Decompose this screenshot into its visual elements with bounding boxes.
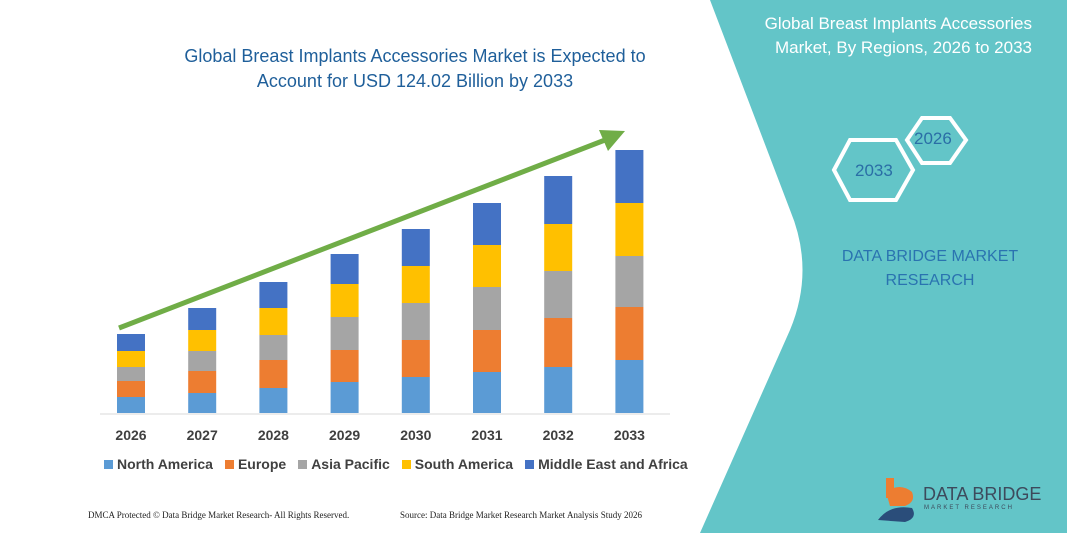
bar-segment-middle-east-and-africa xyxy=(117,334,145,351)
bar-segment-north-america xyxy=(544,367,573,413)
bar-segment-south-america xyxy=(473,245,501,287)
hex-2026 xyxy=(904,116,969,165)
bar-segment-middle-east-and-africa xyxy=(188,308,217,330)
x-tick-label: 2031 xyxy=(471,427,502,443)
bar-segment-asia-pacific xyxy=(615,256,644,307)
trend-arrow xyxy=(118,130,625,331)
x-tick-label: 2027 xyxy=(187,427,218,443)
bar-segment-asia-pacific xyxy=(544,271,573,318)
bar-segment-south-america xyxy=(259,308,288,335)
bar-segment-asia-pacific xyxy=(259,335,288,360)
footer-source: Source: Data Bridge Market Research Mark… xyxy=(400,510,642,520)
bar-segment-north-america xyxy=(330,382,359,413)
bar-segment-asia-pacific xyxy=(401,303,430,340)
legend-item: Europe xyxy=(224,456,287,472)
bar-segment-middle-east-and-africa xyxy=(330,254,359,284)
bar-segment-south-america xyxy=(615,203,644,256)
bar-segment-asia-pacific xyxy=(330,317,359,350)
legend-swatch xyxy=(224,459,234,469)
bar-segment-south-america xyxy=(188,330,217,351)
bar-segment-north-america xyxy=(188,393,217,413)
footer-copyright: DMCA Protected © Data Bridge Market Rese… xyxy=(88,510,350,520)
hex-2033 xyxy=(831,138,916,202)
bar-segment-south-america xyxy=(544,224,573,271)
logo-icon xyxy=(878,478,914,522)
bar-segment-north-america xyxy=(473,372,501,413)
bar-segment-middle-east-and-africa xyxy=(401,229,430,266)
bar-segment-europe xyxy=(117,381,145,397)
bar-segment-middle-east-and-africa xyxy=(544,176,573,224)
legend-swatch xyxy=(525,459,535,469)
bar-segment-europe xyxy=(473,330,501,372)
legend: North America Europe Asia Pacific South … xyxy=(104,456,688,472)
bar-segment-middle-east-and-africa xyxy=(259,282,288,308)
hex-label-2026: 2026 xyxy=(914,129,952,148)
bar-segment-europe xyxy=(401,340,430,377)
legend-label: South America xyxy=(414,456,514,472)
x-ticks: 2026 2027 2028 2029 2030 2031 2032 2033 xyxy=(115,427,645,443)
bar-segment-north-america xyxy=(401,377,430,413)
legend-swatch xyxy=(298,459,308,469)
bar-segment-middle-east-and-africa xyxy=(615,150,644,203)
legend-item: South America xyxy=(401,456,514,472)
bar-segment-europe xyxy=(259,360,288,388)
legend-label: Europe xyxy=(237,456,287,472)
legend-swatch xyxy=(401,459,411,469)
bar-segment-south-america xyxy=(330,284,359,317)
x-tick-label: 2029 xyxy=(329,427,360,443)
x-tick-label: 2030 xyxy=(400,427,431,443)
bar-segment-middle-east-and-africa xyxy=(473,203,501,245)
bar-segment-north-america xyxy=(259,388,288,413)
x-tick-label: 2026 xyxy=(115,427,146,443)
legend-swatch xyxy=(104,459,113,469)
bar-segment-europe xyxy=(188,371,217,393)
logo-subtitle: MARKET RESEARCH xyxy=(924,505,1014,511)
bar-segment-europe xyxy=(544,318,573,367)
chart-title: Global Breast Implants Accessories Marke… xyxy=(184,46,646,91)
brand-text: DATA BRIDGE MARKET RESEARCH xyxy=(841,248,1019,289)
bars xyxy=(117,150,644,413)
legend-item: Asia Pacific xyxy=(298,456,390,472)
side-panel-bg xyxy=(700,0,1067,533)
bar-segment-south-america xyxy=(401,266,430,303)
legend-label: North America xyxy=(117,456,213,472)
x-tick-label: 2033 xyxy=(614,427,645,443)
bar-segment-south-america xyxy=(117,351,145,367)
bar-segment-europe xyxy=(615,307,644,360)
bar-segment-north-america xyxy=(117,397,145,413)
legend-label: Middle East and Africa xyxy=(538,456,688,472)
hex-label-2033: 2033 xyxy=(855,161,893,180)
bar-segment-north-america xyxy=(615,360,644,413)
bar-segment-asia-pacific xyxy=(117,367,145,381)
panel-title: Global Breast Implants Accessories Marke… xyxy=(764,14,1032,57)
bar-segment-asia-pacific xyxy=(188,351,217,371)
logo-name: DATA BRIDGE xyxy=(923,484,1042,504)
legend-label: Asia Pacific xyxy=(311,456,390,472)
legend-item: Middle East and Africa xyxy=(525,456,688,472)
bar-segment-asia-pacific xyxy=(473,287,501,330)
bar-segment-europe xyxy=(330,350,359,382)
x-tick-label: 2032 xyxy=(543,427,574,443)
x-tick-label: 2028 xyxy=(258,427,289,443)
legend-item: North America xyxy=(104,456,213,472)
